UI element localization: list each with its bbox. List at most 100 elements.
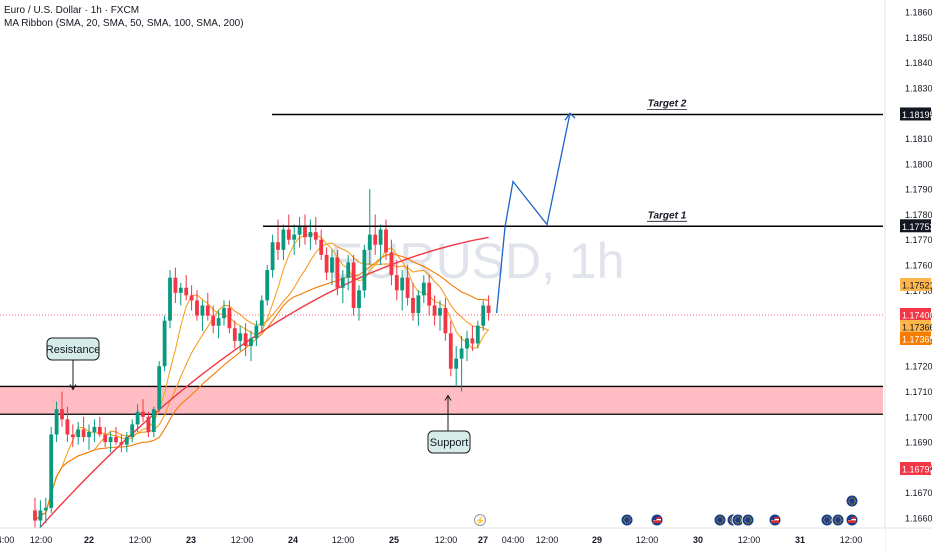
- candle: [259, 295, 264, 331]
- candle: [367, 189, 372, 265]
- candle: [76, 421, 81, 445]
- candle: [346, 254, 351, 291]
- economic-event-flag-icon[interactable]: [820, 513, 834, 527]
- candle-body: [324, 254, 329, 273]
- economic-event-flag-icon[interactable]: [741, 513, 755, 527]
- candle: [184, 275, 189, 301]
- candle: [421, 275, 426, 303]
- economic-event-flag-icon[interactable]: [831, 513, 845, 527]
- candle: [173, 267, 178, 303]
- economic-event-flag-icon[interactable]: [650, 513, 664, 527]
- economic-event-flag-icon[interactable]: [713, 513, 727, 527]
- callout-box: [427, 430, 471, 454]
- candle-body: [411, 297, 415, 314]
- projection-line[interactable]: [495, 113, 571, 314]
- price-tick-label: 1.17100: [905, 387, 932, 397]
- candle-body: [362, 249, 367, 291]
- candle: [438, 300, 442, 331]
- candle-body: [92, 426, 97, 432]
- event-markers[interactable]: ⚡: [474, 494, 859, 527]
- price-label[interactable]: 1.17521: [900, 278, 932, 291]
- target-levels[interactable]: Target 2 Target 1: [263, 98, 883, 228]
- candle: [432, 295, 437, 326]
- flag-stripe: [771, 519, 779, 521]
- candle-body: [448, 333, 453, 369]
- price-label-bg: [900, 332, 931, 345]
- price-label[interactable]: 1.17365: [900, 332, 932, 345]
- price-label[interactable]: 1.18195: [900, 107, 932, 121]
- candle: [459, 335, 464, 392]
- candle-body: [378, 229, 383, 245]
- time-tick-label: 12:00: [738, 535, 761, 545]
- callouts[interactable]: Resistance Support: [46, 337, 471, 454]
- candle-body: [227, 308, 232, 329]
- lightning-event-icon[interactable]: ⚡: [474, 514, 486, 526]
- candle: [330, 249, 334, 286]
- callout-resistance[interactable]: Resistance: [46, 337, 100, 391]
- candle: [378, 224, 383, 265]
- candle: [87, 424, 91, 450]
- candle-body: [351, 262, 356, 309]
- candle: [238, 325, 243, 352]
- candle-body: [43, 507, 48, 511]
- candle: [357, 285, 361, 321]
- price-tick-label: 1.18600: [905, 8, 932, 18]
- price-tick-label: 1.18500: [905, 33, 932, 43]
- candle-body: [270, 242, 275, 271]
- economic-event-flag-icon[interactable]: [845, 513, 859, 527]
- candle: [443, 297, 448, 341]
- time-axis[interactable]: 04:00 12:00 22 12:00 23 12:00 24 12:00 25 12:00 27…: [0, 527, 932, 550]
- flag-circle: [820, 513, 834, 527]
- candle-body: [60, 409, 64, 420]
- projection-arrowhead: [564, 112, 576, 121]
- economic-event-flag-icon[interactable]: [845, 494, 859, 508]
- price-label-text: 1.17408: [902, 311, 932, 321]
- price-axis-bg: [885, 0, 932, 528]
- candle: [351, 254, 356, 316]
- flag-canton: [848, 517, 852, 520]
- candle: [157, 361, 162, 412]
- candle: [200, 300, 205, 331]
- candle: [227, 300, 232, 334]
- indicator-title[interactable]: MA Ribbon (SMA, 20, SMA, 50, SMA, 100, S…: [4, 18, 244, 29]
- flag-stripe: [848, 519, 856, 521]
- price-label[interactable]: 1.17408: [900, 308, 932, 321]
- support-resistance-zone[interactable]: [0, 385, 883, 415]
- zone-fill[interactable]: [0, 386, 883, 415]
- candle-body: [216, 318, 221, 326]
- callout-pointer-head: [444, 394, 452, 401]
- candle-body: [146, 416, 151, 432]
- candle-body: [103, 434, 108, 443]
- candle: [486, 295, 491, 321]
- candle: [70, 424, 75, 448]
- candle-body: [114, 437, 118, 443]
- candle-body: [81, 429, 86, 438]
- candle: [405, 265, 410, 306]
- candle: [54, 401, 59, 443]
- candle-body: [211, 315, 216, 326]
- candle: [308, 219, 313, 250]
- candle: [373, 214, 378, 255]
- economic-event-flag-icon[interactable]: [768, 513, 782, 527]
- price-label[interactable]: 1.16792: [900, 462, 932, 475]
- candle-body: [97, 426, 102, 435]
- price-label[interactable]: 1.17753: [900, 219, 932, 233]
- candle: [108, 431, 113, 453]
- price-label[interactable]: 1.17366: [900, 320, 932, 333]
- candle-body: [421, 282, 426, 296]
- candle: [249, 330, 253, 362]
- candle-body: [54, 409, 59, 435]
- candle-body: [238, 333, 243, 341]
- callout-support[interactable]: Support: [427, 394, 471, 454]
- symbol-title[interactable]: Euro / U.S. Dollar · 1h · FXCM: [4, 5, 140, 16]
- candle-body: [259, 300, 264, 326]
- candle-body: [475, 325, 480, 344]
- projection-arrow[interactable]: [495, 112, 576, 314]
- economic-event-flag-icon[interactable]: [620, 513, 634, 527]
- candle-body: [319, 239, 324, 255]
- candle: [168, 270, 172, 329]
- candle-body: [65, 419, 70, 435]
